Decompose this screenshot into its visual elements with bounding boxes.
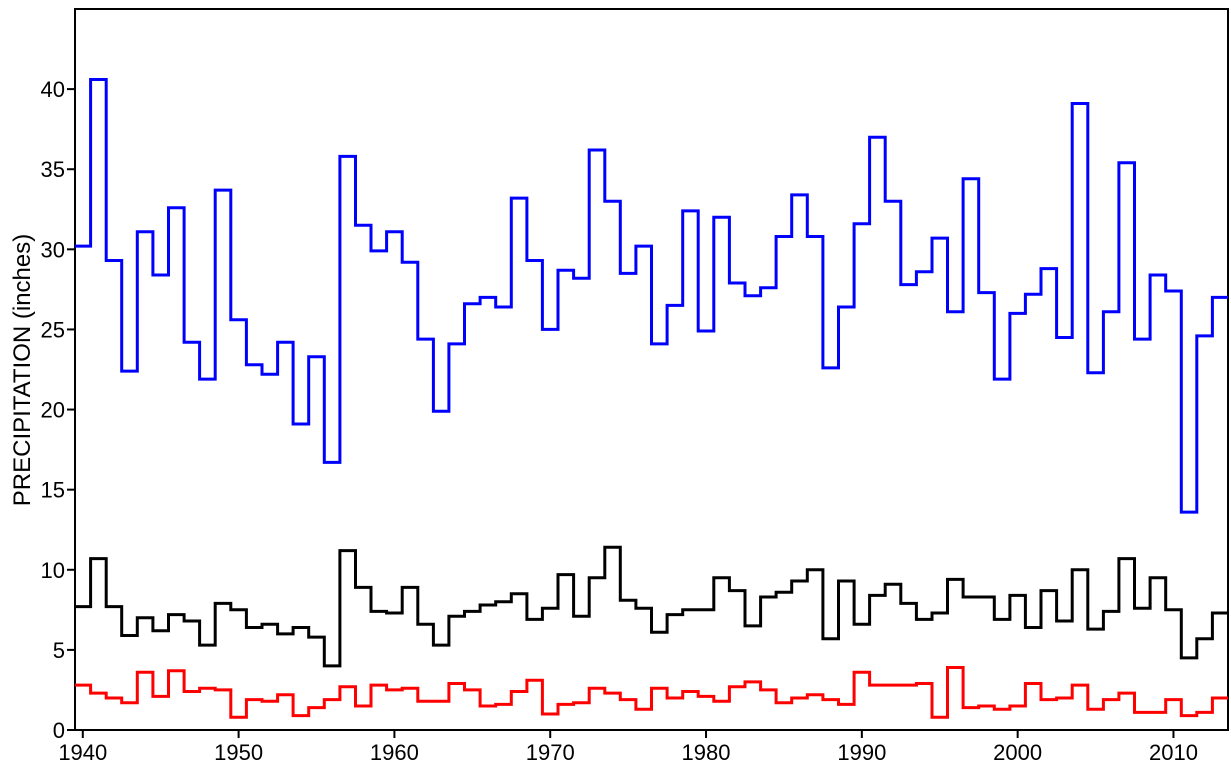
y-tick-label: 35 [41,157,65,182]
y-tick-label: 40 [41,77,65,102]
x-tick-label: 1940 [58,740,107,765]
x-tick-label: 1950 [214,740,263,765]
series-1 [75,545,1228,668]
y-axis-title: PRECIPITATION (inches) [9,234,36,506]
y-axis: 0 5 10 15 20 25 30 35 40 [41,77,75,743]
y-tick-label: 0 [53,718,65,743]
series-line-1 [75,545,1228,668]
series-0 [75,78,1228,514]
x-tick-label: 2000 [993,740,1042,765]
x-tick-label: 1970 [526,740,575,765]
series-line-0 [75,78,1228,514]
y-tick-label: 15 [41,478,65,503]
y-tick-label: 30 [41,237,65,262]
series-2 [75,666,1228,719]
series-layer [75,78,1228,719]
x-axis: 1940 1950 1960 1970 1980 1990 2000 2010 [58,730,1198,765]
plot-frame [74,8,1229,731]
y-tick-label: 5 [53,638,65,663]
x-tick-label: 1960 [370,740,419,765]
y-tick-label: 20 [41,398,65,423]
series-line-2 [75,666,1228,719]
x-tick-label: 1980 [682,740,731,765]
x-tick-label: 2010 [1149,740,1198,765]
x-tick-label: 1990 [837,740,886,765]
y-tick-label: 25 [41,317,65,342]
y-tick-label: 10 [41,558,65,583]
